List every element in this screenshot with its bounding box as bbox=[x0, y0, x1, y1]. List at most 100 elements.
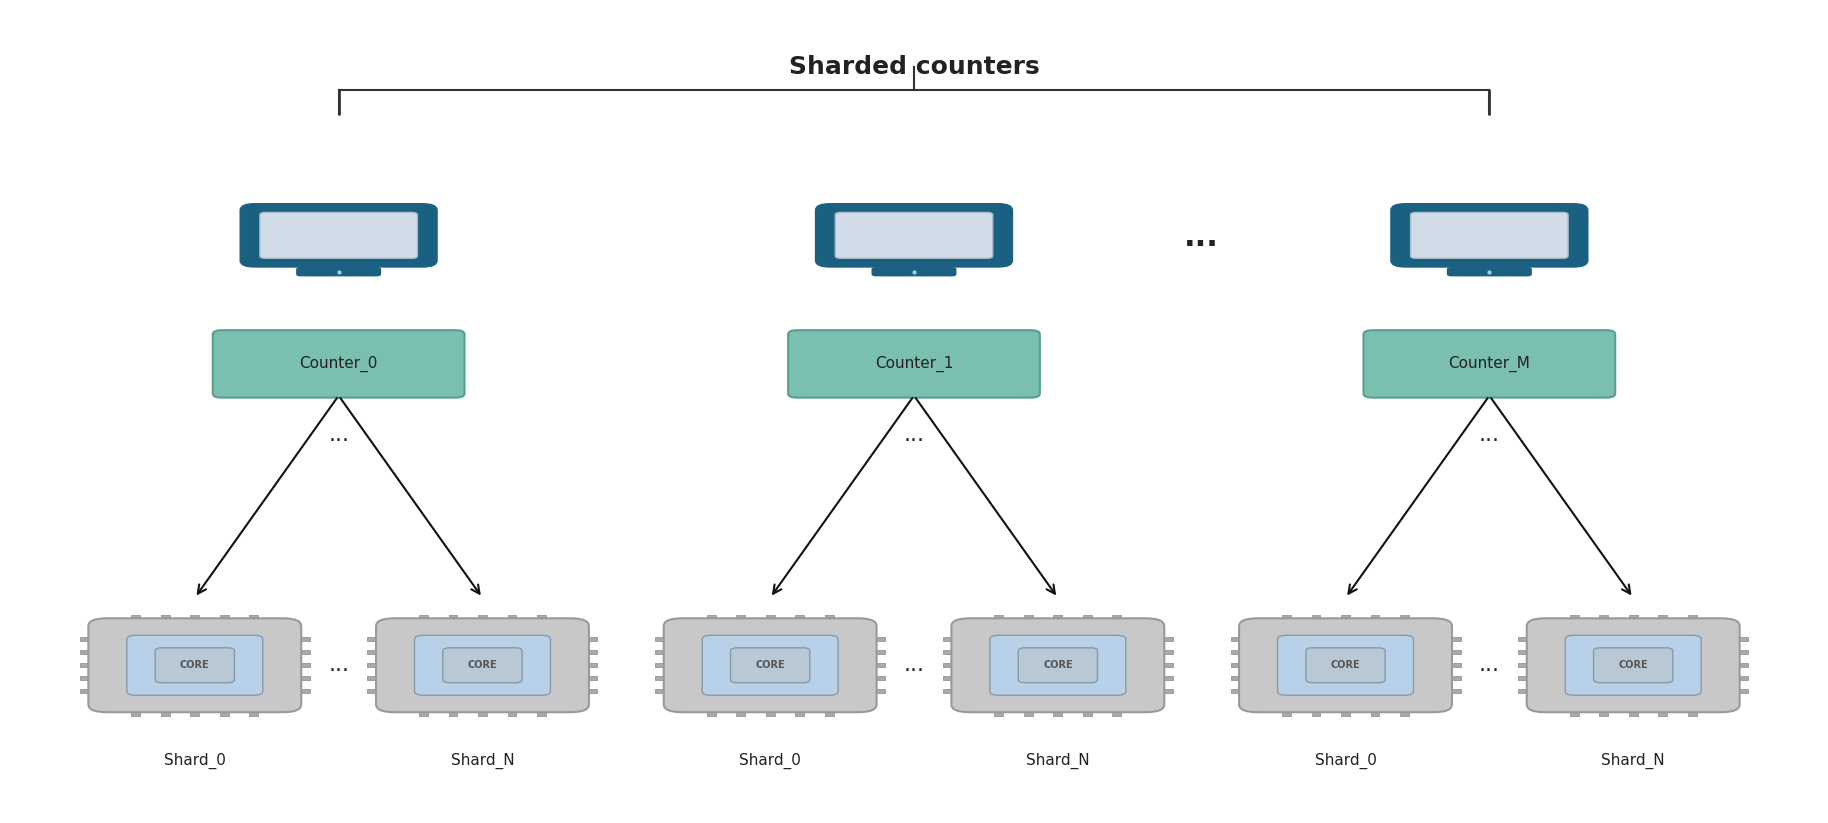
FancyBboxPatch shape bbox=[1278, 635, 1413, 695]
Polygon shape bbox=[1481, 261, 1499, 269]
Bar bbox=[570, 677, 598, 681]
Bar bbox=[1113, 615, 1121, 626]
Text: ...: ... bbox=[903, 425, 925, 445]
Text: Shard_0: Shard_0 bbox=[165, 752, 225, 769]
FancyBboxPatch shape bbox=[442, 648, 523, 683]
Text: CORE: CORE bbox=[755, 660, 784, 670]
Bar bbox=[1519, 663, 1545, 667]
Bar bbox=[80, 690, 106, 693]
Bar bbox=[161, 615, 170, 626]
Bar bbox=[994, 615, 1004, 626]
Bar bbox=[1519, 690, 1545, 693]
Bar bbox=[994, 704, 1004, 716]
Bar bbox=[1053, 704, 1062, 716]
Text: ...: ... bbox=[1185, 222, 1219, 252]
Bar bbox=[1722, 650, 1748, 654]
Bar bbox=[943, 663, 969, 667]
Bar bbox=[1146, 677, 1174, 681]
FancyBboxPatch shape bbox=[126, 635, 263, 695]
Bar bbox=[1113, 704, 1121, 716]
Bar bbox=[1371, 615, 1380, 626]
FancyBboxPatch shape bbox=[1526, 618, 1740, 712]
Text: Sharded counters: Sharded counters bbox=[788, 54, 1040, 79]
FancyBboxPatch shape bbox=[1239, 618, 1451, 712]
Bar bbox=[249, 704, 258, 716]
FancyBboxPatch shape bbox=[1411, 212, 1568, 258]
Bar bbox=[859, 663, 885, 667]
Bar bbox=[479, 704, 486, 716]
FancyBboxPatch shape bbox=[1305, 648, 1386, 683]
Bar bbox=[1053, 615, 1062, 626]
Bar bbox=[795, 704, 804, 716]
Bar bbox=[1687, 615, 1696, 626]
Bar bbox=[1230, 650, 1258, 654]
Bar bbox=[1281, 615, 1291, 626]
Bar bbox=[1570, 704, 1579, 716]
FancyBboxPatch shape bbox=[991, 635, 1126, 695]
Polygon shape bbox=[905, 261, 923, 269]
Bar bbox=[1146, 663, 1174, 667]
Text: Counter_M: Counter_M bbox=[1448, 356, 1530, 372]
Bar bbox=[570, 650, 598, 654]
Bar bbox=[448, 704, 457, 716]
FancyBboxPatch shape bbox=[664, 618, 877, 712]
Text: Shard_N: Shard_N bbox=[452, 752, 514, 769]
Bar bbox=[707, 704, 715, 716]
Bar bbox=[1519, 650, 1545, 654]
Bar bbox=[570, 663, 598, 667]
Bar bbox=[943, 690, 969, 693]
FancyBboxPatch shape bbox=[702, 635, 837, 695]
Bar bbox=[448, 615, 457, 626]
Bar bbox=[283, 690, 309, 693]
FancyBboxPatch shape bbox=[1594, 648, 1673, 683]
Bar bbox=[283, 650, 309, 654]
Bar bbox=[824, 615, 834, 626]
Bar bbox=[859, 650, 885, 654]
FancyBboxPatch shape bbox=[1391, 204, 1589, 267]
Bar bbox=[367, 650, 395, 654]
Bar bbox=[1230, 637, 1258, 641]
Polygon shape bbox=[329, 261, 347, 269]
Bar bbox=[1433, 637, 1461, 641]
Bar bbox=[1629, 615, 1638, 626]
Bar bbox=[943, 650, 969, 654]
FancyBboxPatch shape bbox=[835, 212, 993, 258]
Bar bbox=[859, 690, 885, 693]
Bar bbox=[80, 677, 106, 681]
Bar bbox=[1082, 615, 1091, 626]
Text: ...: ... bbox=[329, 655, 349, 675]
Bar bbox=[737, 704, 746, 716]
Bar bbox=[654, 663, 682, 667]
Text: Counter_1: Counter_1 bbox=[876, 356, 952, 372]
Bar bbox=[508, 615, 515, 626]
FancyBboxPatch shape bbox=[872, 267, 956, 276]
Bar bbox=[654, 690, 682, 693]
FancyBboxPatch shape bbox=[1018, 648, 1097, 683]
Bar bbox=[1687, 704, 1696, 716]
Bar bbox=[1519, 637, 1545, 641]
Text: ...: ... bbox=[1479, 655, 1499, 675]
FancyBboxPatch shape bbox=[155, 648, 234, 683]
Bar bbox=[570, 637, 598, 641]
Text: CORE: CORE bbox=[1331, 660, 1360, 670]
Text: Counter_0: Counter_0 bbox=[300, 356, 378, 372]
FancyBboxPatch shape bbox=[815, 204, 1013, 267]
Bar bbox=[1230, 677, 1258, 681]
Bar bbox=[1281, 704, 1291, 716]
Bar bbox=[654, 650, 682, 654]
Bar bbox=[1400, 615, 1409, 626]
Bar bbox=[132, 615, 141, 626]
Bar bbox=[1600, 615, 1609, 626]
Bar bbox=[824, 704, 834, 716]
FancyBboxPatch shape bbox=[296, 267, 380, 276]
Text: CORE: CORE bbox=[179, 660, 210, 670]
Bar bbox=[1433, 690, 1461, 693]
Bar bbox=[1600, 704, 1609, 716]
Bar bbox=[570, 690, 598, 693]
Bar bbox=[1519, 677, 1545, 681]
Bar bbox=[795, 615, 804, 626]
Bar bbox=[1722, 637, 1748, 641]
Bar bbox=[283, 677, 309, 681]
Bar bbox=[737, 615, 746, 626]
Bar bbox=[1313, 704, 1320, 716]
